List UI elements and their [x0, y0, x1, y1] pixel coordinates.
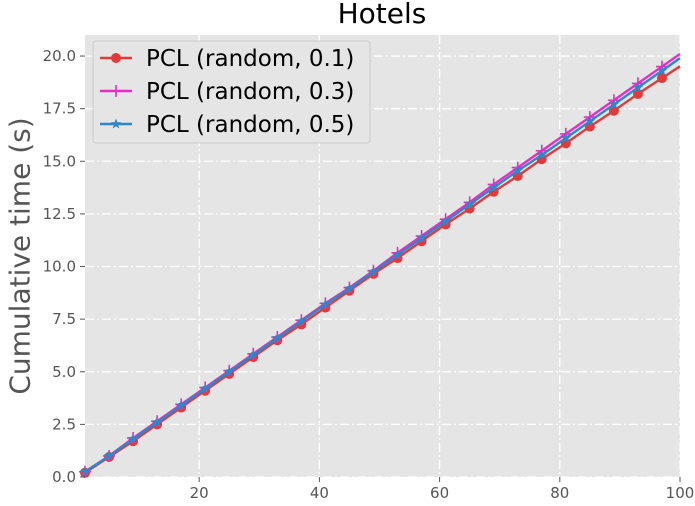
- data-point: [151, 416, 163, 427]
- data-point: [103, 450, 115, 461]
- data-point: [368, 266, 379, 277]
- data-point: [199, 383, 211, 394]
- data-point: [656, 73, 667, 84]
- data-point: [344, 283, 355, 294]
- data-point: [632, 82, 644, 93]
- legend-entry: PCL (random, 0.1): [100, 46, 354, 72]
- data-point: [512, 165, 523, 176]
- data-point: [272, 332, 283, 343]
- legend-label: PCL (random, 0.1): [146, 46, 354, 72]
- x-tick-label: 100: [666, 484, 695, 502]
- legend: PCL (random, 0.1) PCL (random, 0.3) PCL (r…: [92, 40, 371, 144]
- data-point: [110, 118, 122, 129]
- data-point: [608, 98, 620, 109]
- x-tick-label: 40: [310, 484, 329, 502]
- data-point: [248, 349, 259, 360]
- y-tick-label: 10.0: [43, 258, 76, 276]
- chart-title: Hotels: [338, 0, 427, 30]
- data-point: [127, 433, 139, 444]
- data-point: [79, 466, 91, 477]
- data-point: [536, 149, 547, 160]
- data-point: [488, 182, 499, 193]
- x-tick-label: 80: [550, 484, 569, 502]
- legend-entry: PCL (random, 0.3): [100, 79, 354, 105]
- y-tick-label: 17.5: [43, 100, 76, 118]
- y-tick-label: 7.5: [52, 310, 76, 328]
- x-tick-label: 60: [430, 484, 449, 502]
- y-tick-label: 0.0: [52, 468, 76, 486]
- y-tick-label: 20.0: [43, 47, 76, 65]
- data-point: [224, 366, 235, 377]
- series-layer: [79, 52, 681, 478]
- y-tick-label: 5.0: [52, 363, 76, 381]
- series-line: [84, 57, 681, 473]
- y-axis-label: Cumulative time (s): [4, 117, 37, 394]
- data-point: [416, 232, 427, 243]
- legend-entry: PCL (random, 0.5): [100, 112, 354, 138]
- legend-label: PCL (random, 0.3): [146, 79, 354, 105]
- data-point: [320, 298, 331, 309]
- legend-label: PCL (random, 0.5): [146, 112, 354, 138]
- x-tick-label: 20: [190, 484, 209, 502]
- data-point: [110, 85, 122, 97]
- data-point: [392, 249, 403, 260]
- data-point: [296, 315, 307, 326]
- legend-box: [92, 40, 371, 144]
- data-point: [584, 115, 596, 126]
- data-point: [440, 215, 451, 226]
- y-axis: 0.0 2.5 5.0 7.5 10.0 12.5 15.0 17.5 20.0: [43, 47, 85, 486]
- data-point: [175, 399, 187, 410]
- data-point: [111, 53, 121, 63]
- series: [79, 57, 681, 477]
- y-tick-label: 15.0: [43, 152, 76, 170]
- data-point: [464, 198, 475, 209]
- y-tick-label: 12.5: [43, 205, 76, 223]
- grid: [85, 35, 681, 478]
- y-tick-label: 2.5: [52, 415, 76, 433]
- data-point: [656, 65, 668, 76]
- x-axis: 20 40 60 80 100: [190, 477, 695, 502]
- data-point: [560, 132, 572, 143]
